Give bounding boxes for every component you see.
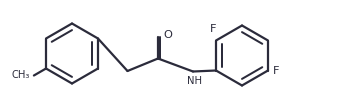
Text: F: F [273, 65, 279, 76]
Text: CH₃: CH₃ [11, 71, 30, 80]
Text: O: O [163, 30, 172, 41]
Text: F: F [210, 25, 216, 34]
Text: NH: NH [187, 76, 201, 85]
